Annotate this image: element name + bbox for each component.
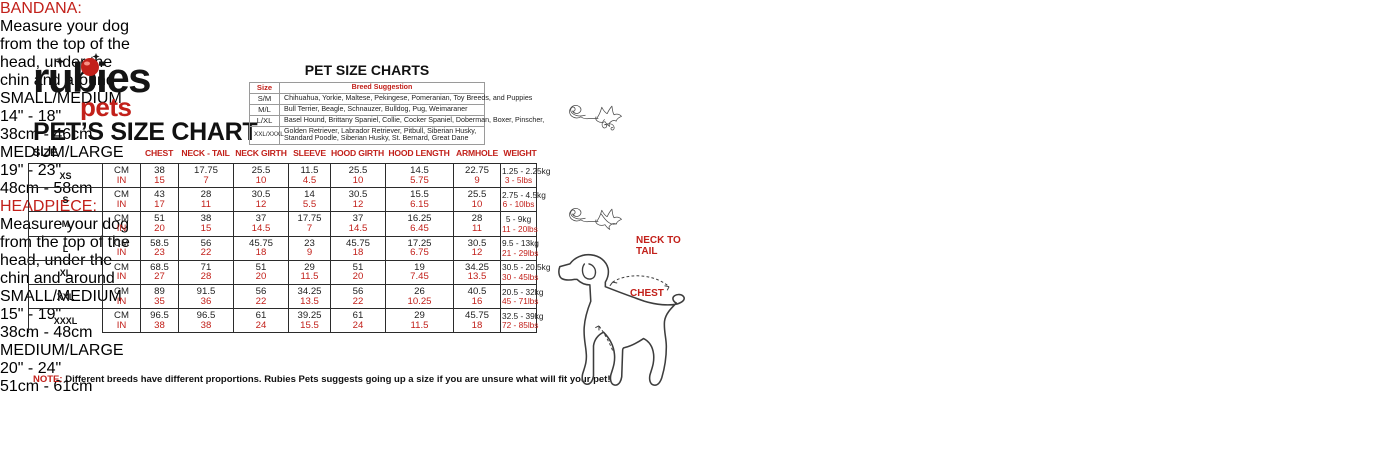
svg-text:pets: pets	[80, 92, 132, 120]
